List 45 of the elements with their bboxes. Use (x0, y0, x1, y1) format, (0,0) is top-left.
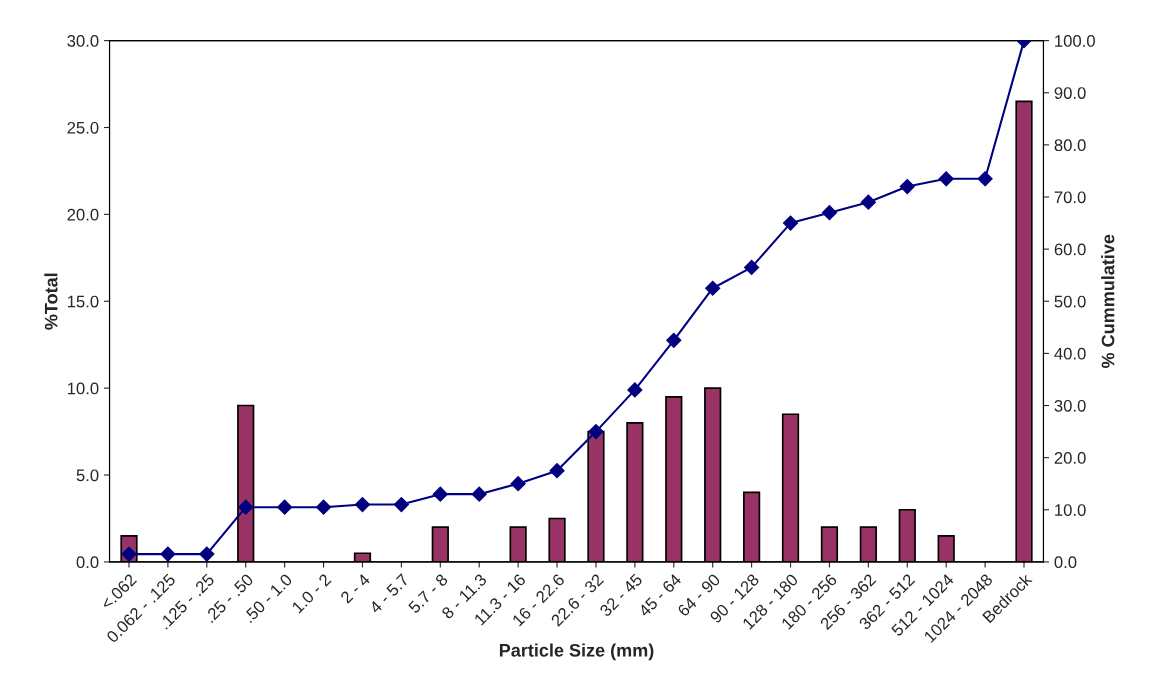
y-tick-label: 30.0 (67, 35, 99, 47)
y-tick-label: 5.0 (76, 469, 99, 482)
y2-tick-label: 50.0 (1054, 295, 1086, 308)
x-axis-title: Particle Size (mm) (499, 643, 654, 661)
y2-tick-label: 40.0 (1054, 347, 1086, 360)
x-tick-label: 1.0 - 2 (291, 573, 332, 614)
y2-axis-title: % Cummulative (1101, 234, 1115, 369)
point (238, 499, 254, 515)
point (277, 499, 293, 515)
y2-tick-label: 90.0 (1054, 87, 1086, 99)
point (354, 496, 371, 513)
y2-tick-label: 100.0 (1055, 35, 1095, 47)
point (860, 194, 876, 210)
point (627, 382, 643, 398)
y-tick-label: 10.0 (67, 382, 99, 395)
y2-tick-label: 30.0 (1054, 399, 1086, 412)
y2-tick-label: 70.0 (1054, 191, 1086, 204)
y-tick-label: 20.0 (67, 208, 99, 221)
point (199, 546, 215, 562)
point (938, 171, 954, 187)
y-tick-label: 25.0 (67, 121, 99, 134)
y2-tick-label: 10.0 (1055, 504, 1086, 516)
y2-tick-label: 80.0 (1054, 139, 1086, 152)
point (588, 424, 604, 440)
point (160, 546, 176, 562)
point (899, 179, 915, 195)
point (821, 205, 838, 221)
point (393, 496, 409, 513)
point (471, 486, 487, 502)
point (432, 486, 448, 502)
y2-tick-label: 0.0 (1054, 556, 1077, 569)
y-axis-title: %Total (44, 273, 58, 330)
point (977, 171, 993, 187)
point (782, 215, 799, 231)
point (666, 332, 682, 348)
y2-tick-label: 60.0 (1054, 243, 1086, 256)
point (744, 259, 760, 275)
point (510, 476, 526, 492)
point (315, 499, 332, 515)
y-tick-label: 15.0 (67, 295, 99, 308)
y-tick-label: 0.0 (76, 556, 99, 569)
point (705, 280, 721, 296)
y2-tick-label: 20.0 (1054, 452, 1086, 464)
point (549, 463, 565, 479)
x-tick-label: 2 - 4 (339, 572, 371, 604)
